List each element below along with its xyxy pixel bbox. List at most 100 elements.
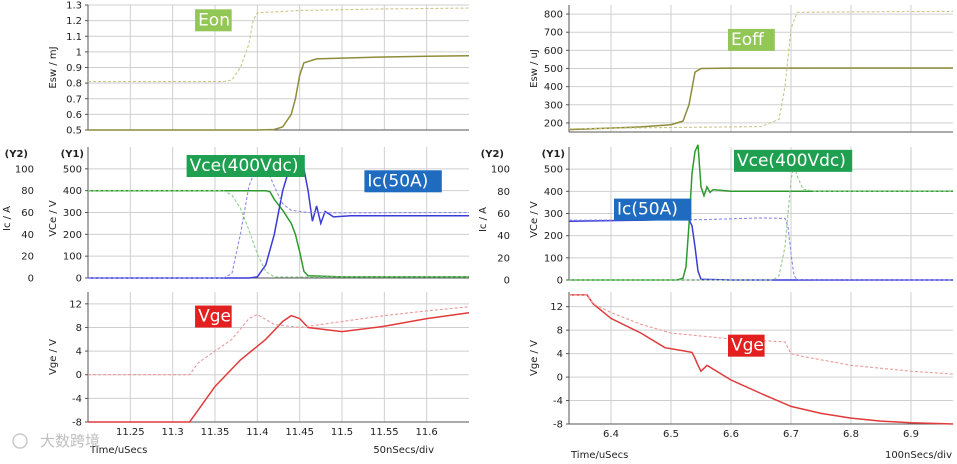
y-axis-label: Esw / uJ: [529, 49, 540, 88]
y2-tick-label: 20: [497, 253, 510, 264]
panel-on-vge: -8 -4 0 4 8 12 Vge / V Vge: [48, 292, 470, 429]
series-line: [568, 67, 953, 131]
y-tick-label: 0.7: [66, 94, 82, 105]
x-axis-label: Time/uSecs: [89, 445, 147, 456]
panel-off-vge: -8 -4 0 4 8 12 Vge / V Vge: [529, 292, 954, 431]
y-tick-label: 400: [544, 187, 563, 198]
y-tick-label: 200: [544, 231, 563, 242]
y-axis-label: VCe / V: [48, 200, 59, 237]
y2-tick-label: 60: [497, 209, 510, 220]
y-tick-label: 700: [544, 28, 563, 39]
series-tag-background: [728, 28, 775, 51]
y2-tick-label: 0: [28, 274, 34, 285]
x-scale-label: 100nSecs/div: [885, 450, 952, 461]
series-line: [569, 294, 954, 425]
chart-turn-on: 0.5 0.6 0.7 0.8 0.9 1 1.1 1.2 1.3 Esw / mJ Eon 0 100…: [2, 1, 470, 456]
series-line-reference: [88, 306, 470, 376]
series-tag-background: [614, 198, 692, 221]
x-tick-label: 6.7: [783, 429, 799, 440]
series-line: [88, 159, 469, 279]
series-line: [88, 55, 470, 131]
y2-tick-label: 20: [21, 252, 34, 263]
series-tag-background: [734, 149, 853, 172]
y2-tick-label: 40: [21, 230, 34, 241]
series-tag-background: [186, 155, 305, 178]
x-tick-label: 11.4: [246, 427, 268, 438]
y-tick-label: 500: [544, 64, 563, 75]
y1-axis-tag: (Y1): [542, 149, 565, 160]
y-tick-label: 0: [76, 274, 82, 285]
x-tick-label: 11.25: [116, 427, 145, 438]
y-tick-label: 400: [544, 82, 563, 93]
series-tag-label: Eoff: [731, 30, 765, 50]
y-axis-label: Esw / mJ: [48, 46, 59, 88]
panel-off-vce-ic: 0 100 200 300 400 500 0 20 40 60 80 100 (Y2) (Y1) Ic /…: [478, 144, 954, 287]
y2-axis-tag: (Y2): [5, 149, 28, 160]
y-tick-label: 0.5: [66, 126, 82, 137]
y-tick-label: 4: [557, 349, 563, 360]
y-tick-label: 8: [76, 323, 82, 334]
panel-on-vce-ic: 0 100 200 300 400 500 0 20 40 60 80 100 (Y2) (Y1) Ic /…: [2, 147, 470, 285]
watermark: 大数跨境: [12, 432, 100, 450]
x-tick-label: 6.8: [843, 429, 859, 440]
y-tick-label: 1.1: [66, 32, 82, 43]
y-tick-label: 100: [63, 252, 82, 263]
panel-off-energy: 200 300 400 500 600 700 800 Esw / uJ Eoff: [529, 5, 954, 133]
y2-tick-label: 60: [21, 208, 34, 219]
x-tick-label: 6.4: [603, 429, 619, 440]
x-tick-label: 11.6: [416, 427, 438, 438]
series-tag-background: [364, 170, 442, 193]
y-axis-label: Vge / V: [529, 340, 540, 376]
y-axis-label: VCe / V: [529, 201, 540, 238]
watermark-logo-icon: [12, 433, 28, 449]
y-tick-label: -8: [553, 420, 563, 431]
x-tick-label: 6.9: [903, 429, 919, 440]
series-tag-background: [728, 334, 765, 357]
y1-axis-tag: (Y1): [61, 149, 84, 160]
series-line-reference: [569, 164, 953, 281]
series-tag-label: Vge: [198, 307, 231, 327]
y2-tick-label: 0: [504, 276, 510, 287]
x-axis-label: Time/uSecs: [570, 450, 628, 461]
y2-tick-label: 100: [491, 165, 510, 176]
y-tick-label: 800: [544, 10, 563, 21]
y-tick-label: 0: [557, 373, 563, 384]
y-tick-label: 300: [544, 100, 563, 111]
y-tick-label: 0.8: [66, 79, 82, 90]
y-tick-label: 12: [550, 302, 563, 313]
series-line: [88, 189, 469, 278]
series-line: [88, 311, 470, 423]
y-tick-label: 500: [544, 165, 563, 176]
y-tick-label: 0: [76, 370, 82, 381]
x-scale-label: 50nSecs/div: [373, 445, 434, 456]
y2-tick-label: 80: [21, 186, 34, 197]
y-tick-label: 500: [63, 164, 82, 175]
series-tag-label: Ic(50A): [367, 171, 428, 191]
y2-axis-label: Ic / A: [478, 207, 489, 232]
y-tick-label: -4: [553, 396, 563, 407]
y-tick-label: 400: [63, 186, 82, 197]
y-tick-label: 1.3: [66, 1, 82, 12]
y-tick-label: 600: [544, 46, 563, 57]
series-line: [569, 144, 953, 281]
series-tag-label: Vge: [731, 336, 764, 356]
y-tick-label: 1.2: [66, 16, 82, 27]
y-tick-label: -4: [72, 394, 82, 405]
watermark-text: 大数跨境: [40, 432, 100, 450]
y-tick-label: 12: [69, 299, 82, 310]
y-tick-label: 4: [76, 347, 82, 358]
series-line: [568, 218, 953, 281]
y-tick-label: 100: [544, 253, 563, 264]
y2-axis-tag: (Y2): [481, 149, 504, 160]
x-tick-label: 11.5: [331, 427, 353, 438]
y2-tick-label: 80: [497, 187, 510, 198]
y-tick-label: 300: [63, 208, 82, 219]
x-tick-label: 11.45: [285, 427, 314, 438]
series-tag-label: Eon: [198, 10, 230, 30]
series-line-reference: [568, 10, 954, 130]
x-tick-label: 6.6: [723, 429, 739, 440]
panel-on-energy: 0.5 0.6 0.7 0.8 0.9 1 1.1 1.2 1.3 Esw / mJ Eon: [48, 1, 470, 137]
